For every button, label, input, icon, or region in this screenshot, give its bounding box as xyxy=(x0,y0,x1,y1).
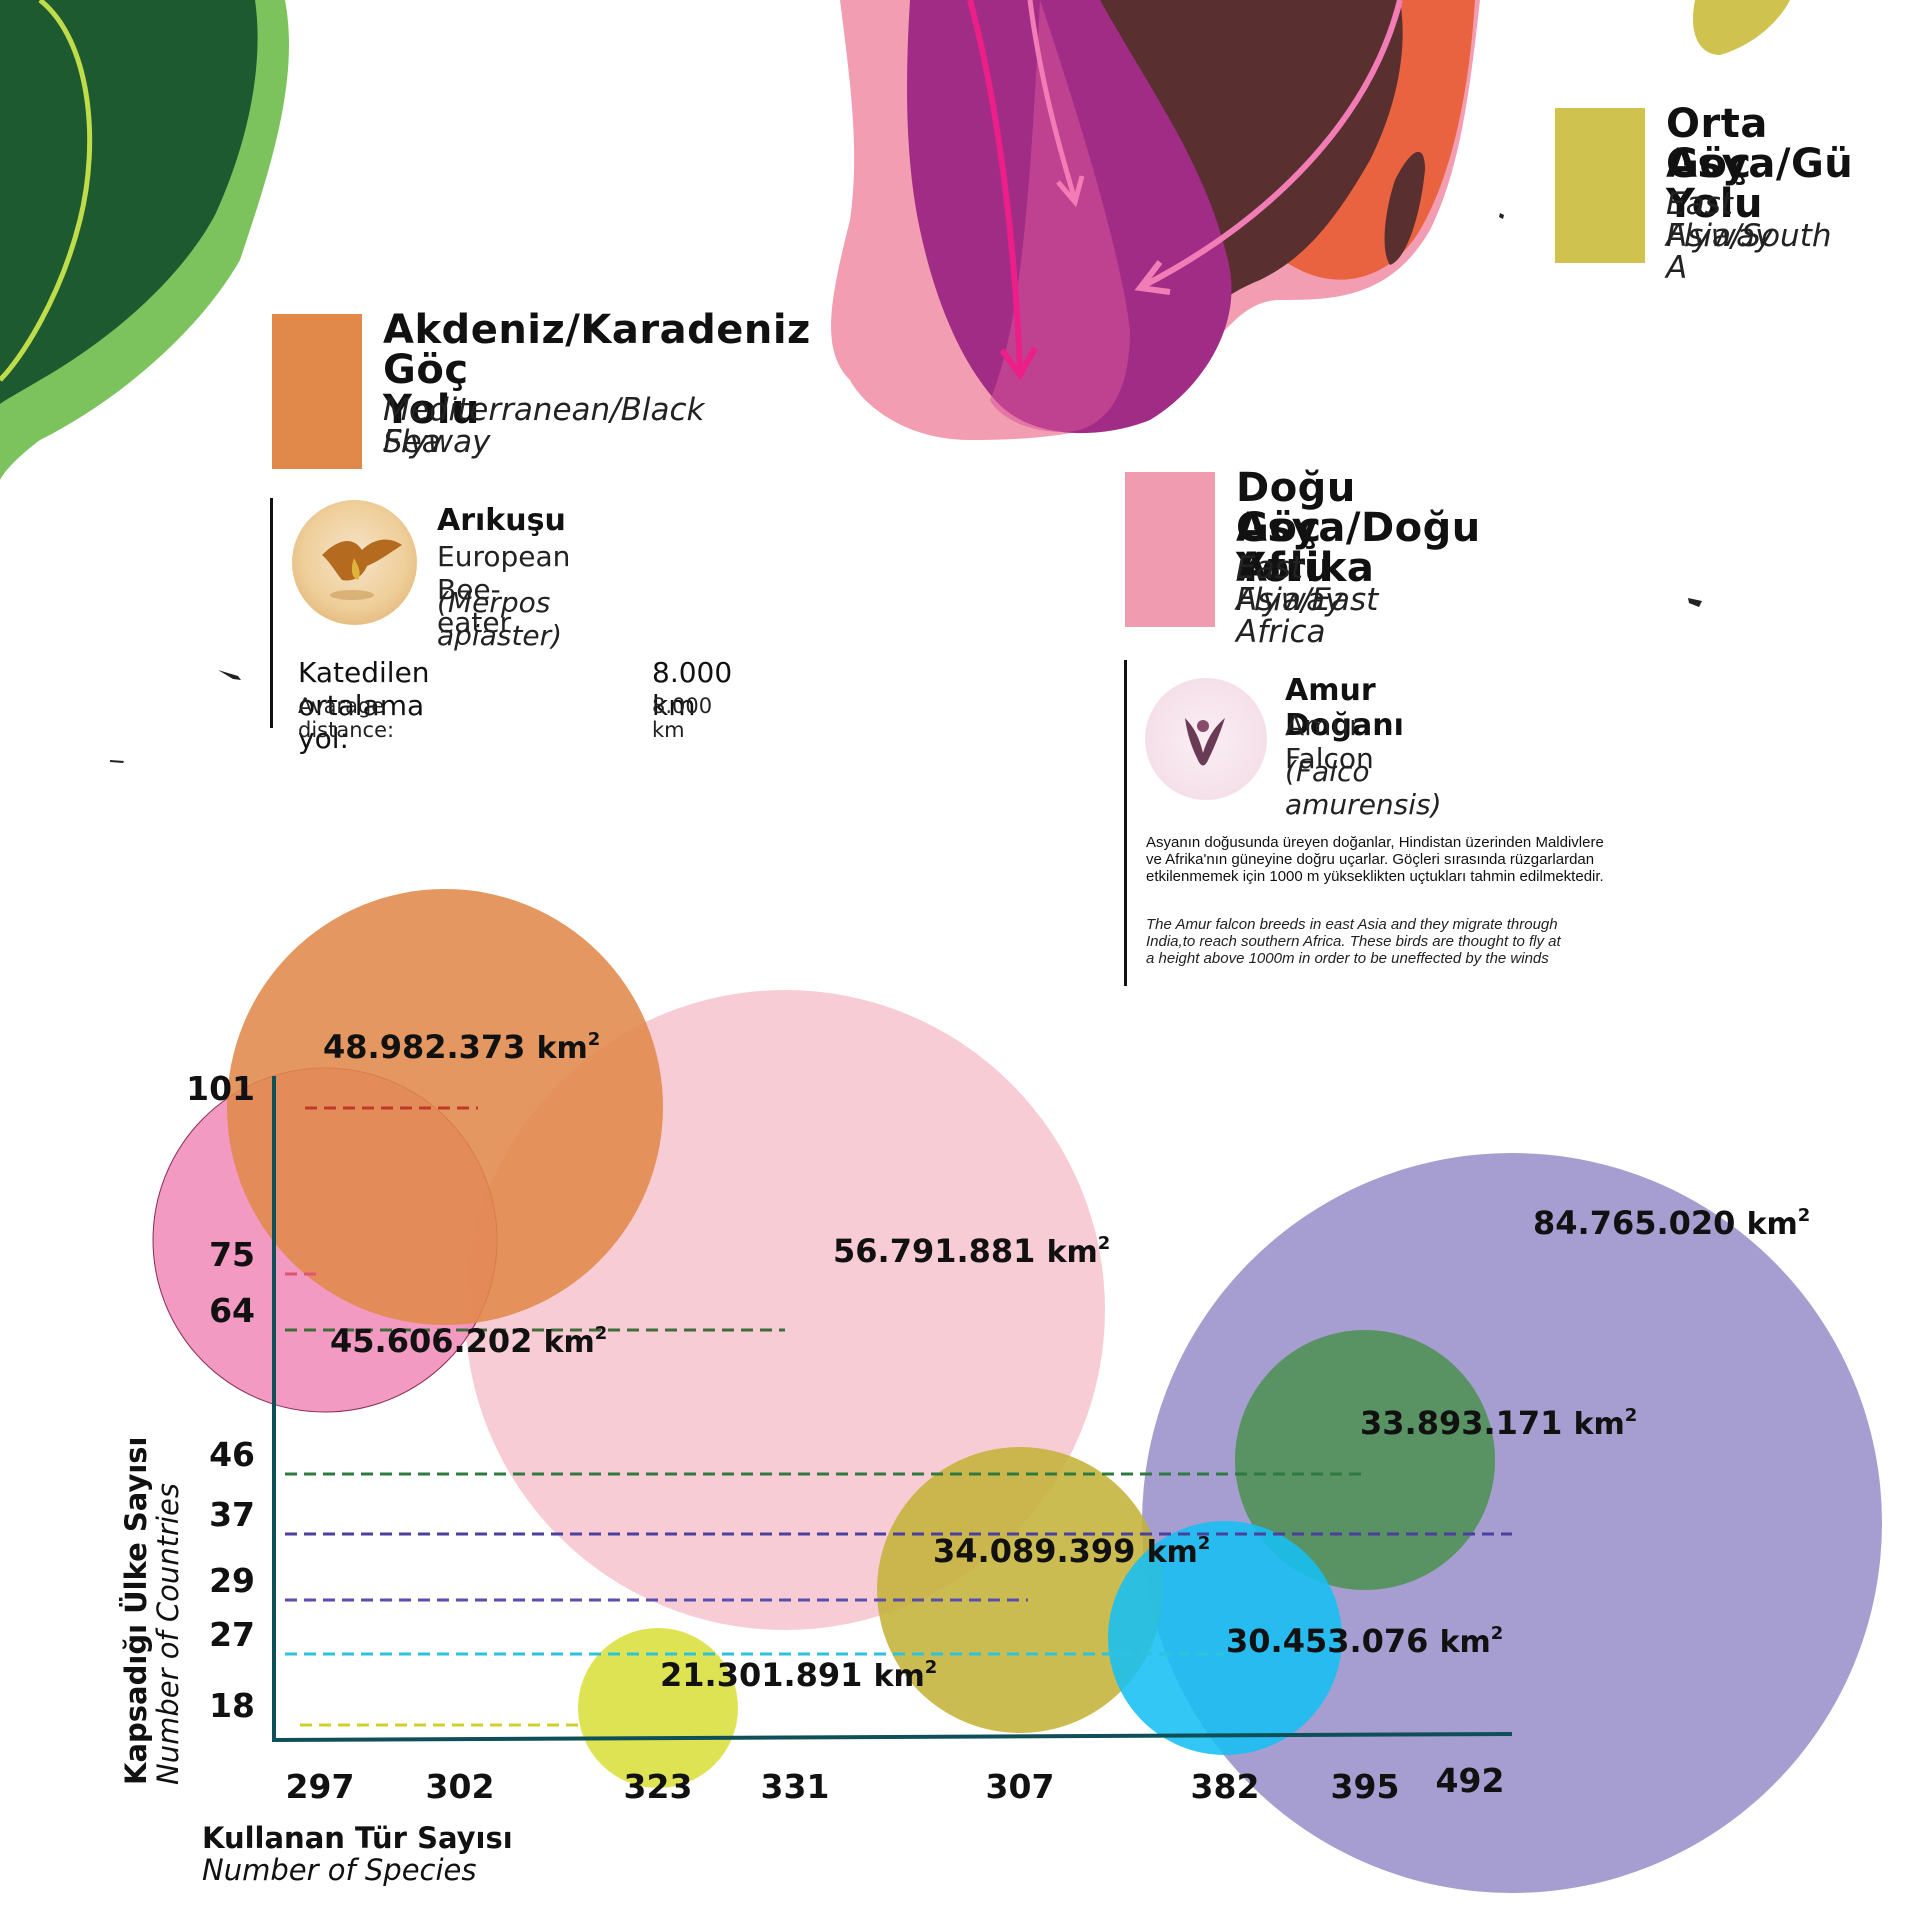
x-axis-title-en: Number of Species xyxy=(202,1853,477,1887)
legend-title2-east-africa: Göç Yolu xyxy=(1236,505,1333,591)
bubble-area-label: 21.301.891 km2 xyxy=(660,1656,937,1694)
legend-title2-mediterranean: Göç Yolu xyxy=(383,347,480,433)
guide-lines xyxy=(285,1106,1512,1727)
distance-label-tr: Katedilen ortalama yol: xyxy=(298,656,430,755)
y-axis-title-en: Number of Countries xyxy=(151,1483,185,1785)
x-tick-label: 297 xyxy=(286,1767,355,1806)
east-africa-route-overlay xyxy=(990,0,1130,432)
bubble-area-label: 45.606.202 km2 xyxy=(330,1322,607,1360)
distance-value-en: 8.000 km xyxy=(652,694,713,742)
legend-swatch-mediterranean xyxy=(272,314,362,469)
y-tick-label: 29 xyxy=(209,1561,255,1600)
bubble-labels: 48.982.373 km2 45.606.202 km2 56.791.881 k… xyxy=(323,1028,1810,1694)
x-tick-label: 323 xyxy=(624,1767,693,1806)
bird-description-en: The Amur falcon breeds in east Asia and … xyxy=(1146,916,1561,967)
distance-value-tr: 8.000 km xyxy=(652,656,733,722)
x-axis-line xyxy=(271,1732,1513,1742)
y-tick-label: 46 xyxy=(209,1435,255,1474)
bubble xyxy=(578,1628,738,1788)
distance-label-en: Avarage distance: xyxy=(298,694,395,742)
bird-name-en: Amur Falcon xyxy=(1285,709,1374,775)
legend-title-mediterranean: Akdeniz/Karadeniz xyxy=(383,307,811,353)
y-axis-title: Kapsadığı Ülke Sayısı xyxy=(119,1437,153,1786)
bird-scientific-name: (Falco amurensis) xyxy=(1285,755,1442,821)
legend-swatch-central-asia xyxy=(1555,108,1645,263)
x-tick-label: 307 xyxy=(986,1767,1055,1806)
bird-name-tr: Amur Doğanı xyxy=(1285,673,1404,743)
bird-card-divider xyxy=(270,498,273,728)
legend-title-east-africa: Doğu Asya/Doğu Afrika xyxy=(1236,465,1481,591)
bubble-area-label: 84.765.020 km2 xyxy=(1533,1204,1810,1242)
bubble xyxy=(1235,1330,1495,1590)
legend-subtitle-east-africa: East Asia/East Africa xyxy=(1236,550,1379,650)
bubble-area-label: 56.791.881 km2 xyxy=(833,1232,1110,1270)
americas-route-line xyxy=(0,0,93,382)
legend-subtitle2-central-asia: Flyway xyxy=(1666,218,1774,254)
amur-falcon-photo-icon xyxy=(1145,678,1267,800)
y-tick-label: 75 xyxy=(209,1235,255,1274)
legend-subtitle2-east-africa: Flyway xyxy=(1236,582,1344,618)
x-axis-title: Kullanan Tür Sayısı xyxy=(202,1821,513,1855)
bubble-series xyxy=(152,889,1882,1893)
central-asia-flyway-band xyxy=(1692,0,1790,55)
x-tick-label: 382 xyxy=(1191,1767,1260,1806)
bubble xyxy=(1108,1521,1342,1755)
y-tick-label: 64 xyxy=(209,1291,255,1330)
route-arrow-2 xyxy=(1027,0,1078,201)
bubble-area-label: 30.453.076 km2 xyxy=(1226,1622,1503,1660)
y-tick-label: 37 xyxy=(209,1495,255,1534)
bubble-area-label: 34.089.399 km2 xyxy=(933,1532,1210,1570)
bird-name-tr: Arıkuşu xyxy=(437,503,566,538)
legend-subtitle-central-asia: East Asia/South A xyxy=(1666,186,1832,286)
madagascar xyxy=(1384,151,1425,265)
y-tick-labels: 101 75 64 46 37 29 27 18 xyxy=(186,1069,255,1725)
x-tick-label: 331 xyxy=(761,1767,830,1806)
y-tick-label: 27 xyxy=(209,1615,255,1654)
legend-title2-central-asia: Göç Yolu xyxy=(1666,141,1763,227)
bubble-area-label: 33.893.171 km2 xyxy=(1360,1404,1637,1442)
route-arrow-3 xyxy=(1143,0,1403,288)
x-tick-label: 302 xyxy=(426,1767,495,1806)
legend-subtitle2-mediterranean: Flyway xyxy=(383,424,491,460)
legend-swatch-east-africa xyxy=(1125,472,1215,627)
bird-description-tr: Asyanın doğusunda üreyen doğanlar, Hindi… xyxy=(1146,834,1604,885)
x-tick-label: 492 xyxy=(1436,1761,1505,1800)
bee-eater-photo-icon xyxy=(292,500,417,625)
x-tick-label: 395 xyxy=(1331,1767,1400,1806)
bird-scientific-name: (Merpos apiaster) xyxy=(437,586,563,652)
americas-landmass xyxy=(0,0,258,404)
route-arrow-2-head xyxy=(1056,175,1085,208)
y-tick-label: 101 xyxy=(186,1069,255,1108)
legend-subtitle-mediterranean: Mediterranean/Black Sea xyxy=(383,392,705,460)
route-arrow-1-head xyxy=(999,346,1038,381)
bird-card-divider xyxy=(1124,660,1127,986)
legend-title-central-asia: Orta Asya/Gü xyxy=(1666,101,1854,187)
bubble xyxy=(877,1447,1163,1733)
bird-name-en: European Bee-eater xyxy=(437,540,571,639)
bubble-area-label: 48.982.373 km2 xyxy=(323,1028,600,1066)
route-arrow-3-head xyxy=(1134,260,1171,295)
route-arrow-1 xyxy=(967,0,1023,371)
x-tick-labels: 297 302 323 331 307 382 395 492 xyxy=(286,1761,1505,1806)
y-tick-label: 18 xyxy=(209,1686,255,1725)
